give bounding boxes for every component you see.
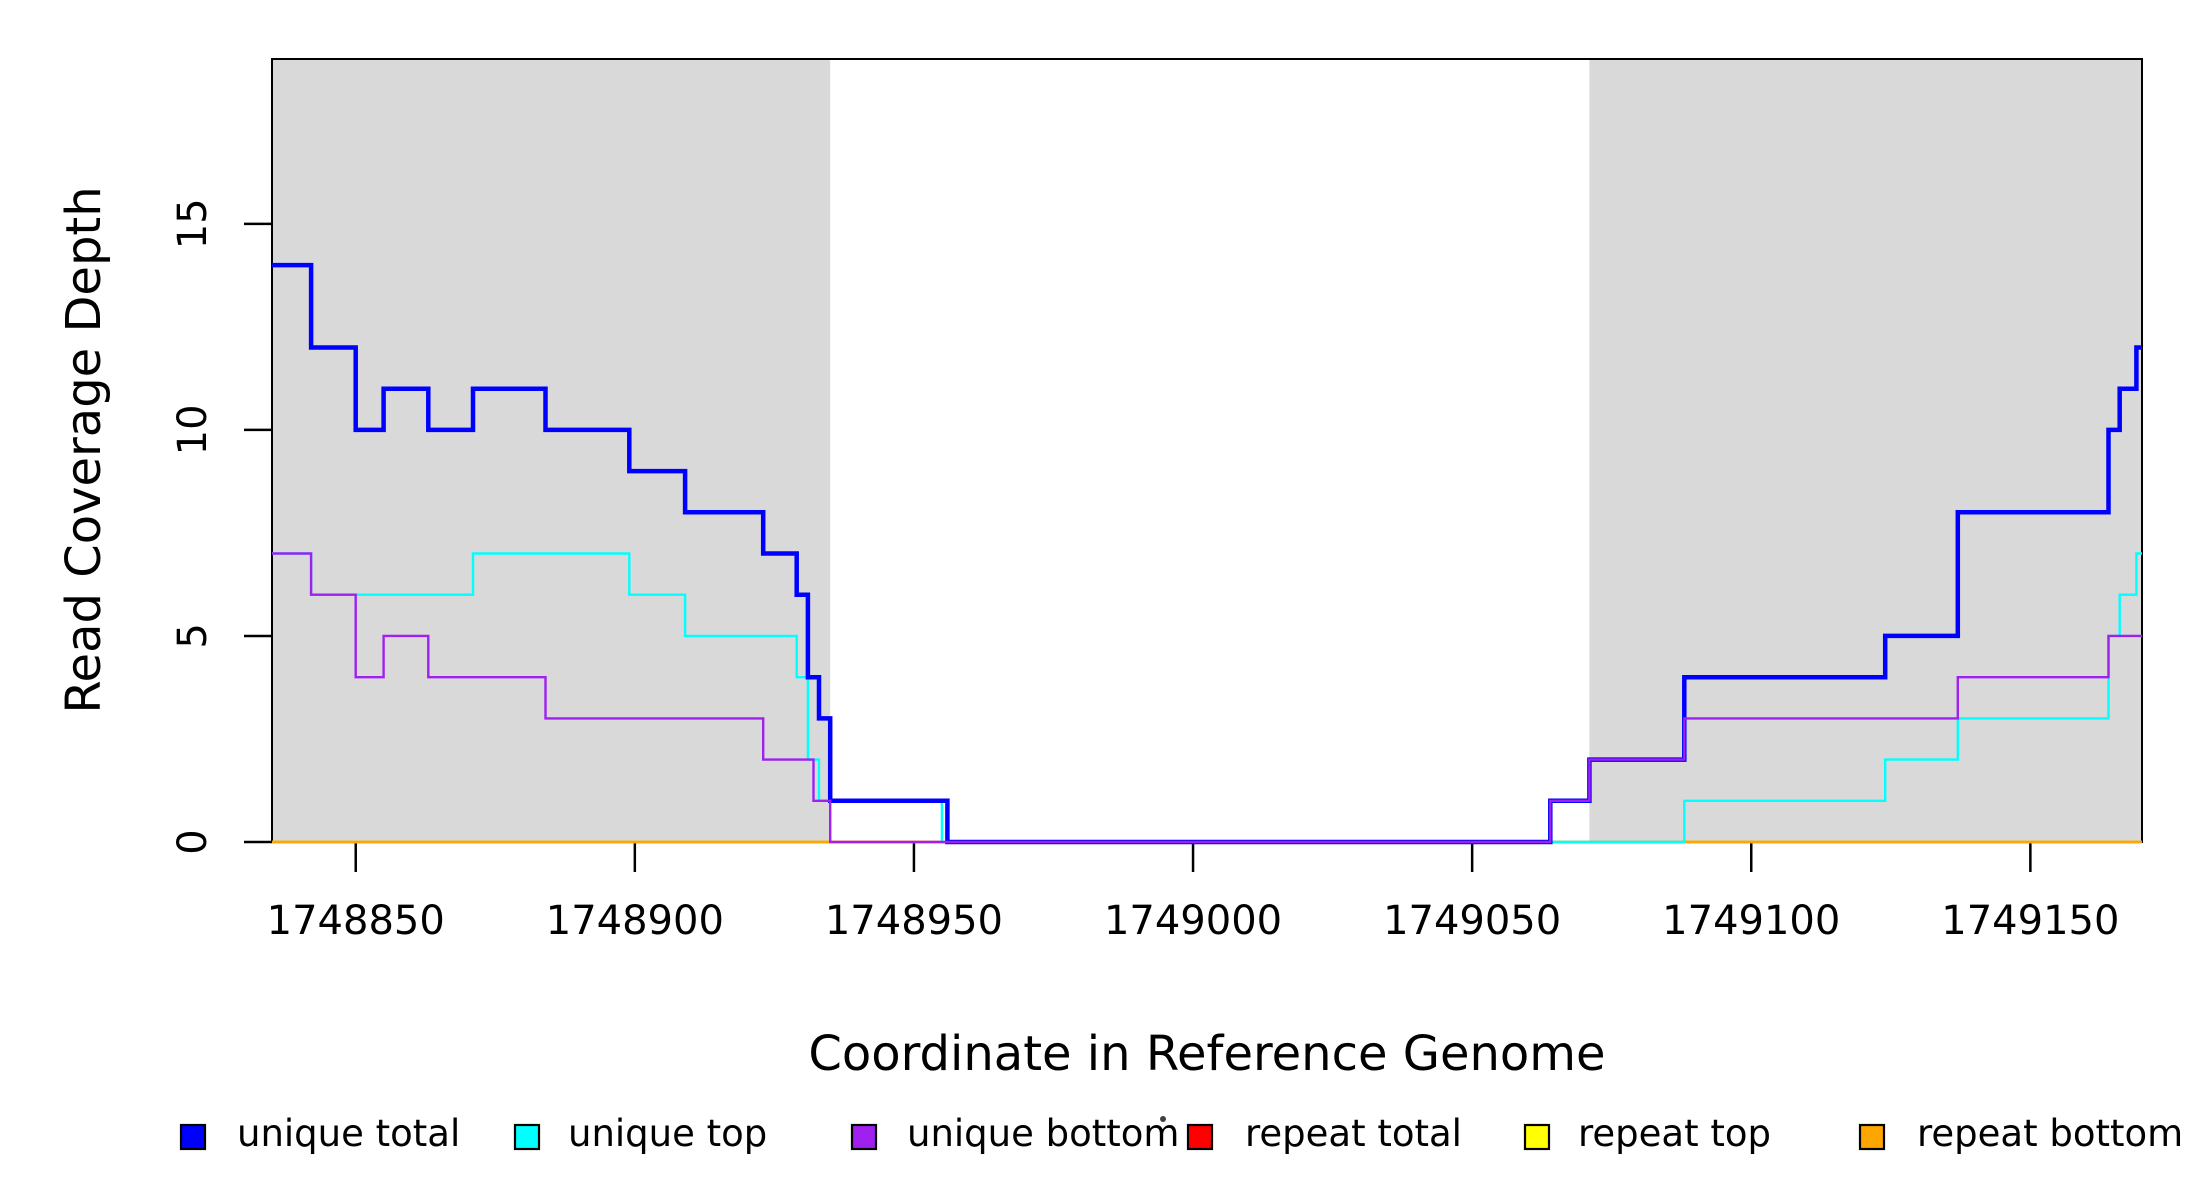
- legend-swatch-repeat-top: [1523, 1123, 1551, 1151]
- y-axis-title: Read Coverage Depth: [56, 186, 112, 713]
- y-tick-label: 5: [170, 623, 216, 648]
- legend-item-repeat-top: repeat top: [1523, 1112, 1771, 1155]
- legend: unique total unique top unique bottom repea…: [179, 1112, 2183, 1155]
- series-line-unique-bottom: [272, 552, 2142, 844]
- legend-swatch-unique-top: [513, 1123, 541, 1151]
- legend-label-unique-top: unique top: [568, 1112, 767, 1155]
- x-tick-label: 1749050: [1383, 898, 1561, 944]
- legend-swatch-repeat-total: [1186, 1123, 1214, 1151]
- y-tick-label: 0: [170, 829, 216, 854]
- x-tick-label: 1748850: [267, 898, 445, 944]
- stray-dot: [1160, 1116, 1166, 1122]
- legend-label-repeat-total: repeat total: [1245, 1112, 1462, 1155]
- shaded-band-left-repeat-flank: [272, 59, 831, 842]
- x-tick-label: 1748900: [546, 898, 724, 944]
- legend-swatch-unique-bottom: [850, 1123, 878, 1151]
- legend-label-unique-total: unique total: [237, 1112, 460, 1155]
- legend-label-repeat-top: repeat top: [1578, 1112, 1771, 1155]
- shaded-band-right-repeat-flank: [1589, 59, 2142, 842]
- series-lines: [272, 262, 2142, 845]
- legend-item-unique-bottom: unique bottom: [850, 1112, 1179, 1155]
- legend-item-unique-top: unique top: [513, 1112, 767, 1155]
- legend-label-repeat-bottom: repeat bottom: [1917, 1112, 2183, 1155]
- legend-item-unique-total: unique total: [179, 1112, 460, 1155]
- x-tick-label: 1749000: [1104, 898, 1282, 944]
- legend-swatch-repeat-bottom: [1858, 1123, 1886, 1151]
- x-tick-label: 1749100: [1662, 898, 1840, 944]
- y-tick-label: 10: [170, 404, 216, 455]
- legend-swatch-unique-total: [179, 1123, 207, 1151]
- x-axis-title: Coordinate in Reference Genome: [808, 1026, 1605, 1082]
- x-tick-label: 1748950: [825, 898, 1003, 944]
- legend-label-unique-bottom: unique bottom: [907, 1112, 1179, 1155]
- y-tick-label: 15: [170, 198, 216, 249]
- series-line-unique-total: [272, 262, 2142, 845]
- axes: 1748850 1748900 1748950 1749000 1749050 17491…: [170, 198, 2119, 944]
- shaded-regions: [272, 59, 2142, 842]
- x-tick-label: 1749150: [1941, 898, 2119, 944]
- legend-item-repeat-total: repeat total: [1186, 1112, 1462, 1155]
- legend-item-repeat-bottom: repeat bottom: [1858, 1112, 2183, 1155]
